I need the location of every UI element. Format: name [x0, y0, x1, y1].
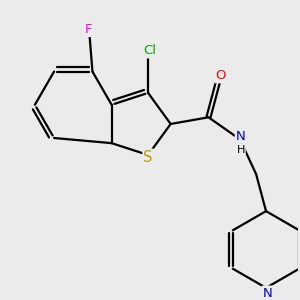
Text: Cl: Cl	[143, 44, 156, 57]
Text: O: O	[215, 69, 226, 82]
Text: F: F	[84, 23, 92, 36]
Text: S: S	[143, 150, 153, 165]
Text: H: H	[236, 145, 245, 154]
Text: N: N	[236, 130, 245, 143]
Text: N: N	[262, 286, 272, 299]
